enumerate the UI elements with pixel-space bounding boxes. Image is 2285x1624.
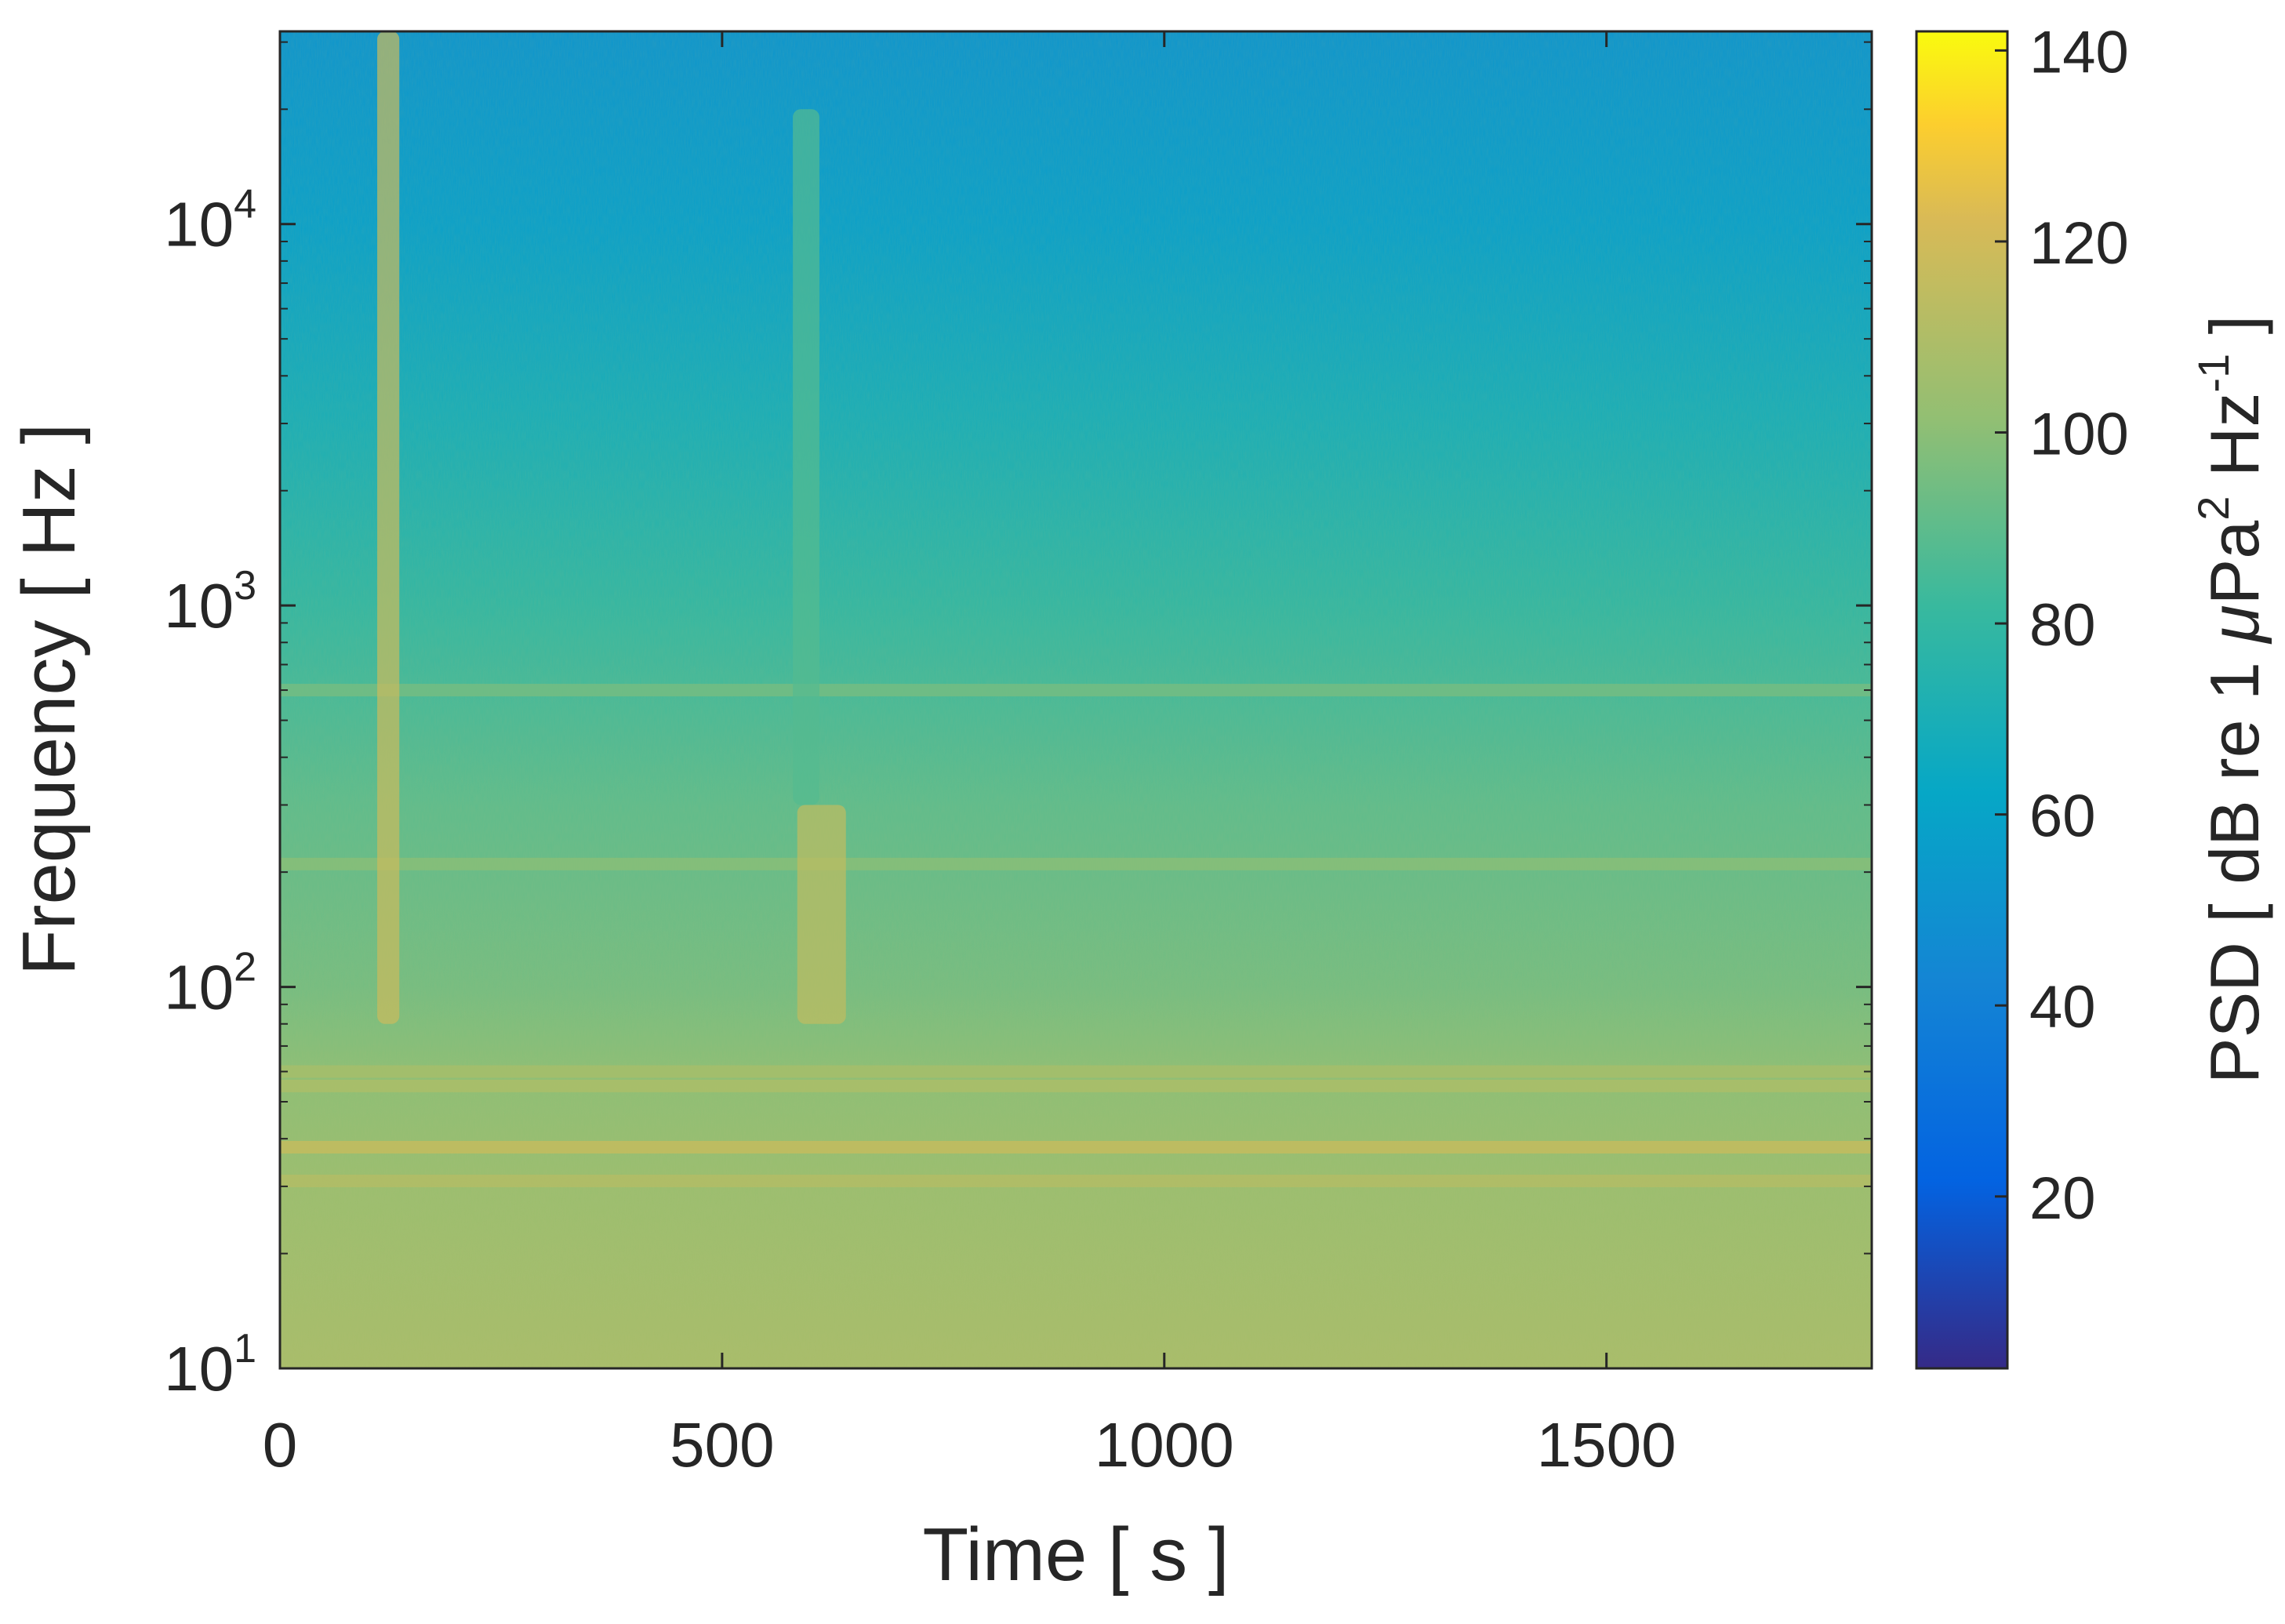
x-axis-label: Time [ s ]: [922, 1513, 1229, 1597]
transient-event-0: [377, 31, 400, 1024]
colorbar-frame: [1915, 30, 2009, 1370]
tonal-line-0: [280, 1140, 1872, 1154]
tonal-line-1: [280, 1174, 1872, 1187]
colorbar-tick-label-3: 80: [2029, 592, 2096, 659]
transient-event-2: [793, 109, 819, 805]
colorbar-label-sq: 2: [2189, 496, 2238, 521]
transient-event-1: [797, 805, 846, 1024]
tonal-lines: [280, 684, 1872, 1187]
transient-events: [377, 31, 846, 1024]
plot-area: [278, 30, 1873, 1370]
colorbar: 20 40 60 80 100 120 140: [1915, 19, 2129, 1370]
tonal-line-4: [280, 857, 1872, 870]
x-tick-label-1: 500: [670, 1410, 774, 1480]
x-tick-label-2: 1000: [1095, 1410, 1234, 1480]
colorbar-tick-label-0: 20: [2029, 1165, 2096, 1232]
y-axis: 101 102 103 104: [164, 41, 1872, 1404]
tonal-line-2: [280, 1079, 1872, 1092]
colorbar-label-prefix: PSD [ dB re 1: [2196, 643, 2273, 1084]
x-tick-label-0: 0: [263, 1410, 298, 1480]
colorbar-label-neg1: -1: [2189, 354, 2238, 393]
colorbar-label-hz: Hz: [2196, 393, 2273, 496]
colorbar-tick-label-1: 40: [2029, 974, 2096, 1041]
colorbar-label-suffix: ]: [2196, 315, 2273, 354]
speckle-texture: [280, 31, 1872, 1368]
y-axis-label: Frequency [ Hz ]: [7, 423, 91, 975]
x-tick-label-3: 1500: [1537, 1410, 1677, 1480]
tonal-line-3: [280, 1065, 1872, 1078]
colorbar-label-pa: Pa: [2196, 521, 2273, 605]
colorbar-tick-label-6: 140: [2029, 19, 2129, 85]
y-tick-label-2: 103: [164, 563, 256, 641]
y-tick-label-1: 102: [164, 945, 256, 1023]
colorbar-tick-label-5: 120: [2029, 210, 2129, 277]
tonal-line-5: [280, 684, 1872, 697]
colorbar-label-mu: μ: [2196, 605, 2273, 644]
plot-frame: [278, 30, 1873, 1370]
colorbar-gradient: [1916, 31, 2007, 1368]
colorbar-tick-label-2: 60: [2029, 783, 2096, 850]
x-axis: 0 500 1000 1500: [263, 31, 1677, 1480]
colorbar-tick-label-4: 100: [2029, 401, 2129, 468]
y-tick-label-0: 101: [164, 1326, 256, 1404]
y-tick-label-3: 104: [164, 182, 256, 260]
colorbar-ticks: 20 40 60 80 100 120 140: [1995, 19, 2129, 1232]
colorbar-label: PSD [ dB re 1 μPa2 Hz-1 ]: [2189, 315, 2273, 1084]
